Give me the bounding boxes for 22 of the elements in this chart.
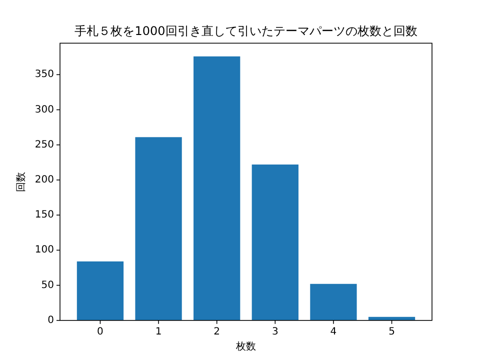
x-axis-title: 枚数 bbox=[235, 340, 256, 352]
y-tick-label: 350 bbox=[34, 69, 54, 80]
bar bbox=[194, 56, 240, 320]
y-tick-label: 0 bbox=[48, 314, 54, 326]
y-tick-label: 150 bbox=[34, 210, 54, 221]
y-tick-label: 250 bbox=[34, 139, 54, 150]
y-tick-label: 300 bbox=[34, 104, 54, 116]
y-tick-label: 200 bbox=[34, 174, 54, 186]
x-tick-label: 1 bbox=[155, 326, 162, 338]
x-tick-label: 3 bbox=[272, 326, 278, 338]
bar bbox=[135, 137, 182, 320]
bar bbox=[310, 284, 357, 320]
x-tick-label: 0 bbox=[97, 326, 104, 338]
x-tick-label: 5 bbox=[388, 326, 395, 338]
y-axis-title: 回数 bbox=[16, 172, 27, 192]
bar bbox=[76, 261, 124, 320]
bar bbox=[252, 164, 298, 320]
x-tick-label: 2 bbox=[214, 326, 220, 338]
y-tick-label: 50 bbox=[41, 280, 54, 291]
chart-title: 手札５枚を1000回引き直して引いたテーマパーツの枚数と回数 bbox=[74, 24, 418, 38]
x-tick-label: 4 bbox=[330, 326, 337, 338]
y-tick-label: 100 bbox=[34, 244, 54, 256]
